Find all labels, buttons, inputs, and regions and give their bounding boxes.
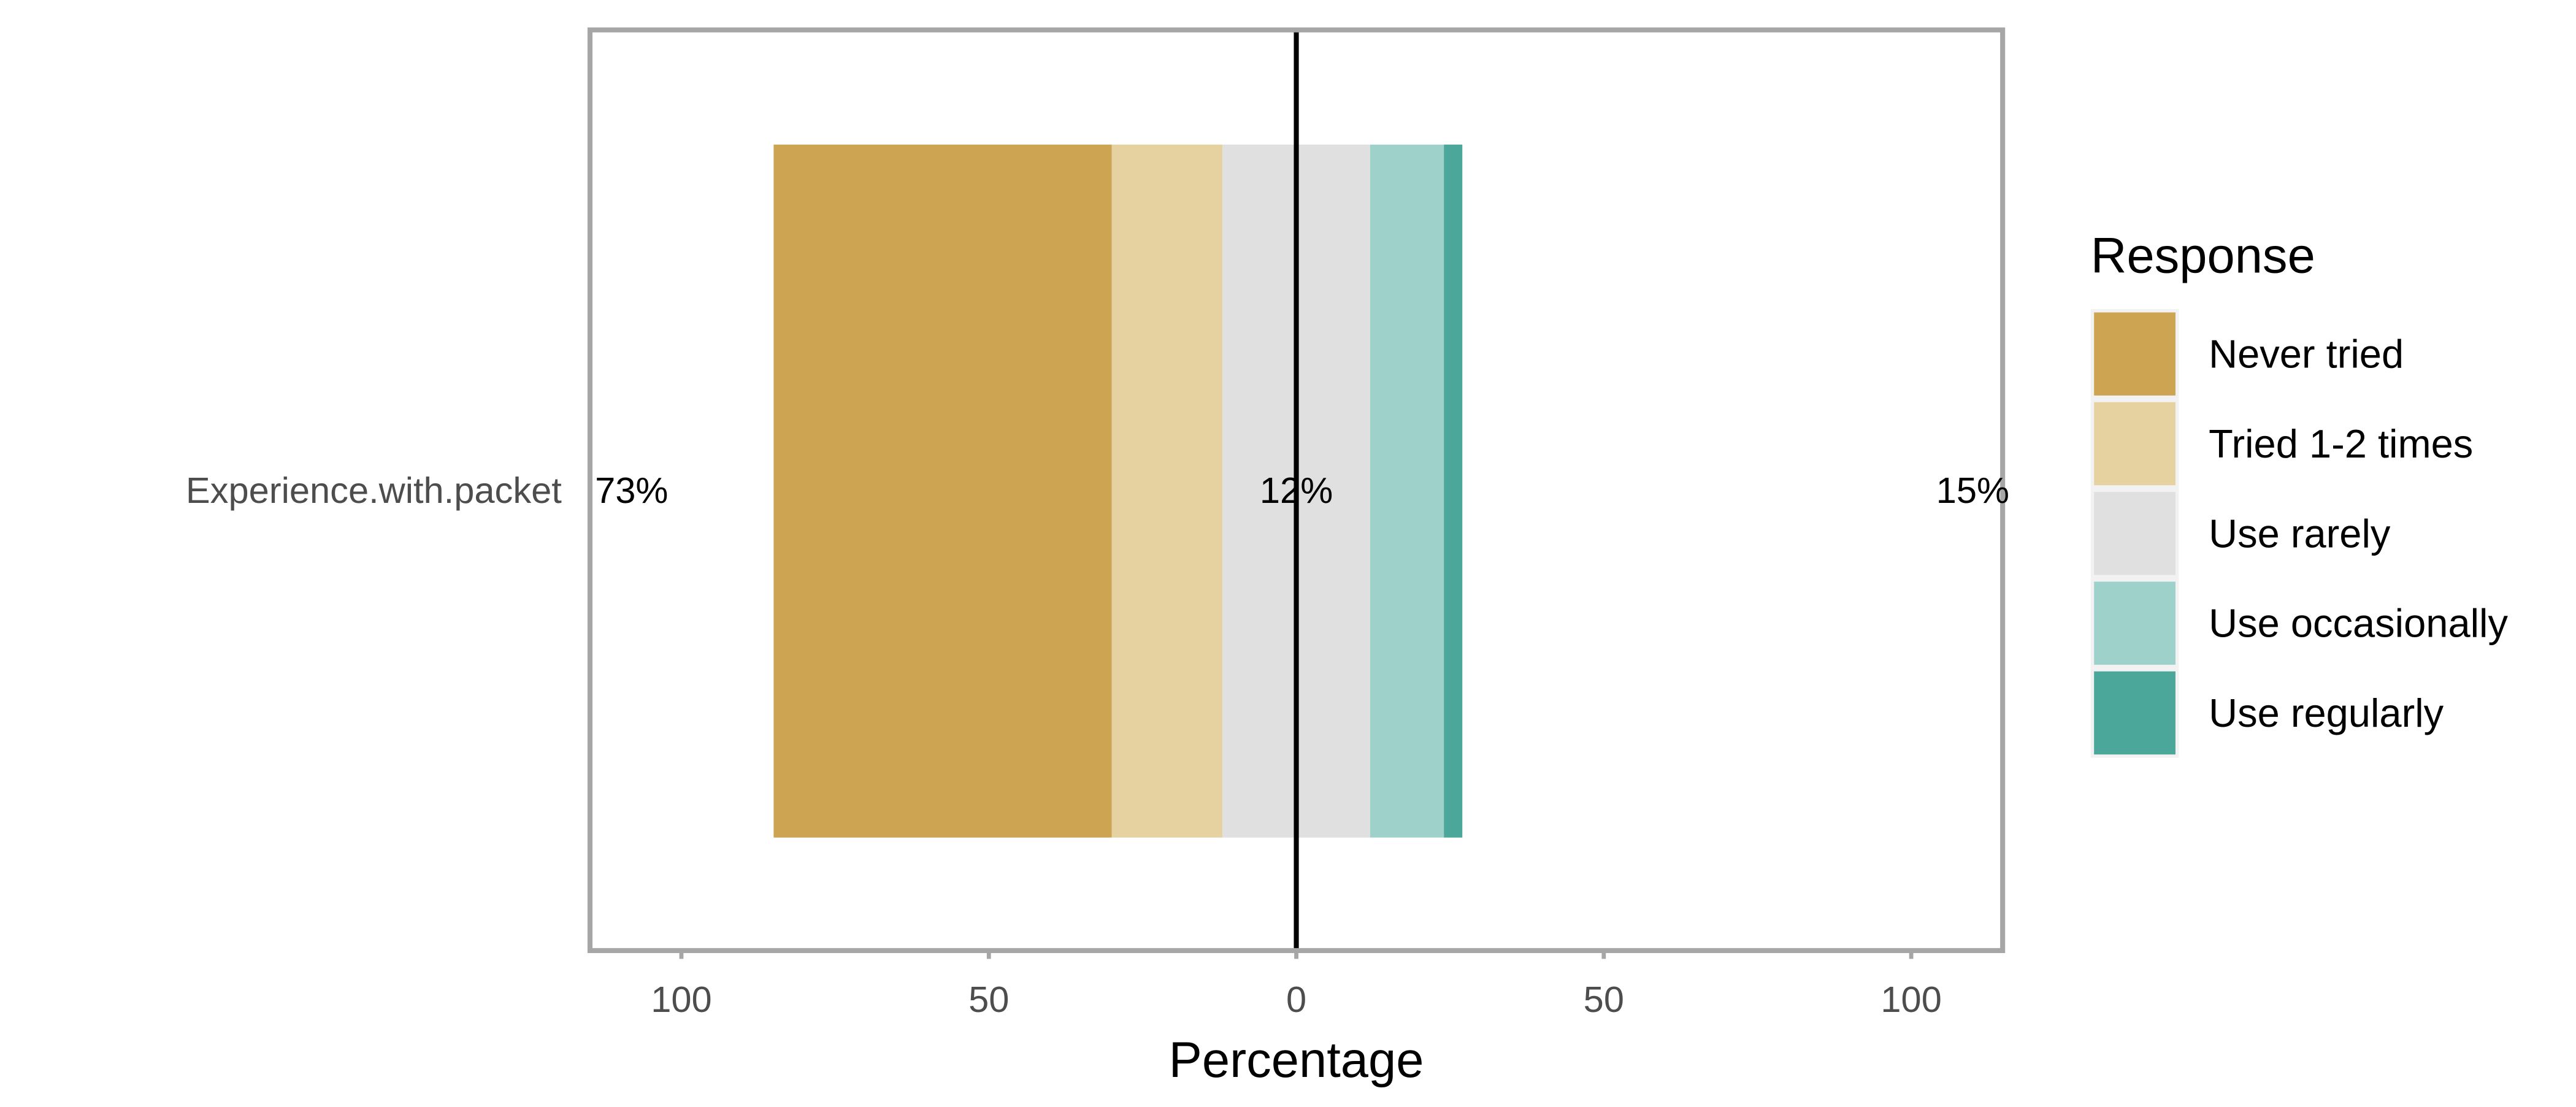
legend-label-use-occasionally: Use occasionally — [2209, 601, 2508, 646]
legend-key-never-tried — [2090, 309, 2179, 399]
bar-segment-tried-1-2-times — [1111, 144, 1223, 838]
summary-label-right: 15% — [1936, 470, 2009, 511]
x-tick-label: 0 — [1286, 979, 1306, 1020]
legend-label-tried-1-2-times: Tried 1-2 times — [2209, 421, 2473, 466]
x-tick-label: 100 — [1880, 979, 1941, 1020]
x-tick-label: 50 — [1584, 979, 1624, 1020]
legend-label-use-rarely: Use rarely — [2209, 511, 2391, 556]
summary-labels: 73% 12% 15% — [595, 470, 2009, 511]
bars — [773, 144, 1463, 838]
bar-segment-never-tried — [773, 144, 1112, 838]
x-ticks: 100 50 0 50 100 — [651, 950, 1942, 1020]
legend-key-use-regularly — [2090, 668, 2179, 758]
summary-label-center: 12% — [1260, 470, 1333, 511]
bar-segment-use-occasionally — [1370, 144, 1444, 838]
summary-label-left: 73% — [595, 470, 668, 511]
x-axis-title: Percentage — [1169, 1032, 1424, 1088]
legend-label-use-regularly: Use regularly — [2209, 691, 2444, 735]
legend-label-never-tried: Never tried — [2209, 332, 2404, 377]
x-tick-label: 50 — [968, 979, 1009, 1020]
legend-key-tried-1-2-times — [2090, 399, 2179, 489]
legend: Response Never tried Tried 1-2 times Use r… — [2090, 228, 2508, 758]
legend-title: Response — [2091, 228, 2315, 283]
legend-key-use-rarely — [2090, 488, 2179, 578]
x-tick-label: 100 — [651, 979, 711, 1020]
category-label: Experience.with.packet — [186, 470, 562, 511]
legend-key-use-occasionally — [2090, 578, 2179, 668]
bar-segment-use-regularly — [1444, 144, 1463, 838]
